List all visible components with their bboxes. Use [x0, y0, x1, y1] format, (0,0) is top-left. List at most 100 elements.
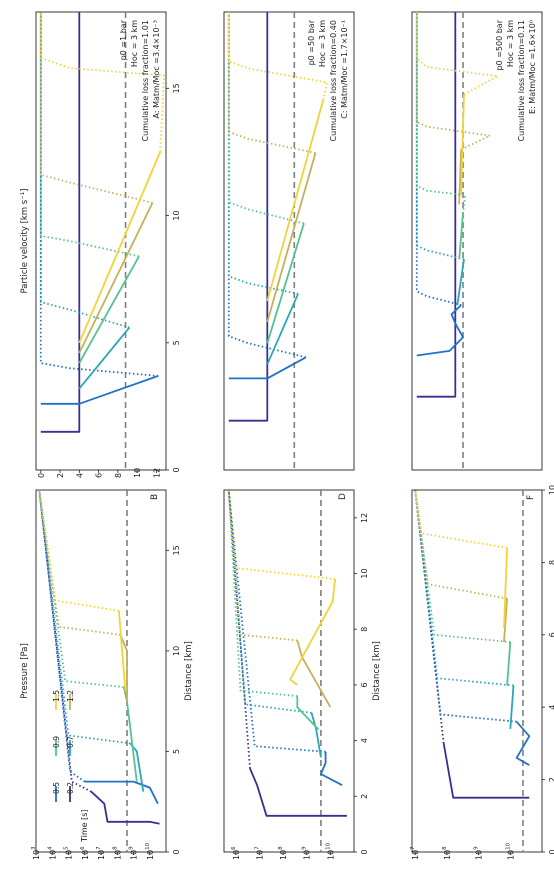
series-1.2-dotted	[39, 12, 153, 204]
y-tick-label: 109	[474, 846, 484, 860]
x-tick-label: 10	[172, 210, 181, 220]
x-tick-label: 6	[360, 682, 369, 687]
y-tick-label: 106	[80, 846, 90, 860]
series-0.9-solid	[266, 223, 305, 344]
plot-grid: 0 5 10 15 0 2 4 6 8 10 12 Particle velocity [km s⁻¹…	[20, 11, 554, 860]
legend: Time [s] 0.2 0.5 0.7 0.9 1.2 1.5	[52, 690, 89, 843]
series-1.2-dotted	[415, 12, 494, 151]
panel-letter: D	[338, 493, 348, 500]
x-tick-label: 8	[360, 627, 369, 632]
series-1.2-solid	[266, 152, 317, 323]
series-1.2-solid	[78, 202, 154, 354]
legend-title: Time [s]	[80, 809, 89, 843]
series-0.9-solid	[506, 641, 512, 686]
series-1.5-dotted	[39, 12, 166, 152]
y-tick-label: 109	[302, 846, 312, 860]
x-tick-label: 2	[548, 777, 554, 782]
series-0.9-solid	[458, 213, 464, 260]
x-tick-label: 0	[360, 849, 369, 854]
y-tick-exponent: 10	[145, 842, 151, 849]
legend-label: 0.9	[52, 736, 61, 748]
series-0.5-dotted	[415, 12, 462, 306]
series-0.5-dotted	[414, 489, 517, 723]
series-1.2-dotted	[227, 12, 316, 154]
y-tick-label: 107	[410, 846, 420, 860]
series-0.7-solid	[266, 293, 299, 365]
y-tick-label: 104	[47, 846, 57, 860]
series-0.7-dotted	[227, 489, 312, 714]
panel-note: p0 =1 bar	[119, 19, 128, 60]
x-tick-label: 15	[172, 83, 181, 93]
series-0.5-solid	[228, 356, 307, 380]
y-tick-exponent: 4	[47, 846, 53, 850]
y-tick-label: 1010	[505, 842, 515, 860]
x-tick-label: 12	[360, 513, 369, 523]
series-0.5-solid	[319, 751, 343, 786]
series-0.5-solid	[84, 780, 159, 805]
legend-label: 1.5	[52, 690, 61, 702]
y-tick-label: 108	[278, 846, 288, 860]
series-0.7-dotted	[39, 12, 130, 329]
series-0.9-dotted	[414, 489, 511, 643]
y-tick-exponent: 7	[254, 846, 260, 850]
panel-note: Hoc = 3 km	[318, 20, 327, 67]
legend-label: 0.7	[66, 736, 75, 748]
x-tick-label: 5	[172, 749, 181, 754]
series-0.2-solid	[442, 743, 530, 799]
y-tick-label: 2	[56, 473, 65, 478]
series-0.9-solid	[122, 686, 138, 782]
series-0.7-solid	[509, 685, 515, 729]
y-tick-label: 105	[64, 846, 74, 860]
series-1.5-dotted	[227, 12, 329, 101]
series-1.5-dotted	[38, 489, 120, 612]
series-0.2-solid	[40, 12, 81, 433]
y-tick-exponent: 9	[129, 846, 135, 850]
series-0.9-dotted	[227, 12, 305, 225]
y-tick-exponent: 8	[112, 846, 118, 850]
y-tick-label: 0	[37, 473, 46, 478]
x-tick-label: 15	[172, 545, 181, 555]
series-1.5-dotted	[414, 489, 508, 549]
series-0.5-dotted	[39, 12, 159, 377]
series-0.9-dotted	[415, 12, 466, 214]
x-tick-label: 6	[548, 632, 554, 637]
panel-letter: F	[526, 495, 536, 500]
series-0.2-dotted	[227, 489, 251, 769]
y-tick-label: 10	[133, 468, 142, 478]
x-tick-label: 2	[360, 794, 369, 799]
y-tick-label: 108	[442, 846, 452, 860]
series-0.2-dotted	[414, 489, 445, 744]
y-tick-exponent: 7	[410, 846, 416, 850]
panel-note: p0 =500 bar	[495, 19, 504, 70]
y-tick-exponent: 3	[31, 846, 37, 850]
y-tick-label: 12	[152, 468, 161, 478]
panel-note: Hoc = 3 km	[506, 20, 515, 67]
y-tick-label: 107	[254, 846, 264, 860]
series-1.5-solid	[266, 99, 325, 302]
y-tick-label: 8	[114, 473, 123, 478]
panel-note: A: Matm/Moc =3.4×10⁻³	[152, 20, 161, 118]
series-1.5-solid	[78, 151, 162, 344]
panel-note: Hoc = 3 km	[130, 20, 139, 67]
y-tick-label: 4	[75, 473, 84, 478]
series-1.2-solid	[296, 640, 332, 708]
x-tick-label: 0	[548, 849, 554, 854]
x-tick-label: 0	[172, 849, 181, 854]
panel-frame	[411, 11, 543, 471]
series-0.7-dotted	[415, 12, 465, 261]
panel-note: Cumulative loss fraction=1.01	[141, 20, 150, 141]
panel-note: Cumulative loss fraction=0.40	[329, 20, 338, 141]
y-tick-exponent: 6	[80, 846, 86, 850]
series-0.9-dotted	[227, 489, 298, 697]
series-1.2-dotted	[38, 489, 121, 636]
series-1.2-solid	[503, 598, 508, 643]
series-0.7-dotted	[38, 489, 131, 745]
y-tick-exponent: 8	[442, 846, 448, 850]
y-tick-label: 108	[112, 846, 122, 860]
series-1.5-dotted	[415, 12, 501, 96]
y-tick-label: 107	[96, 846, 106, 860]
series-0.7-dotted	[414, 489, 514, 687]
series-0.7-solid	[456, 259, 465, 306]
